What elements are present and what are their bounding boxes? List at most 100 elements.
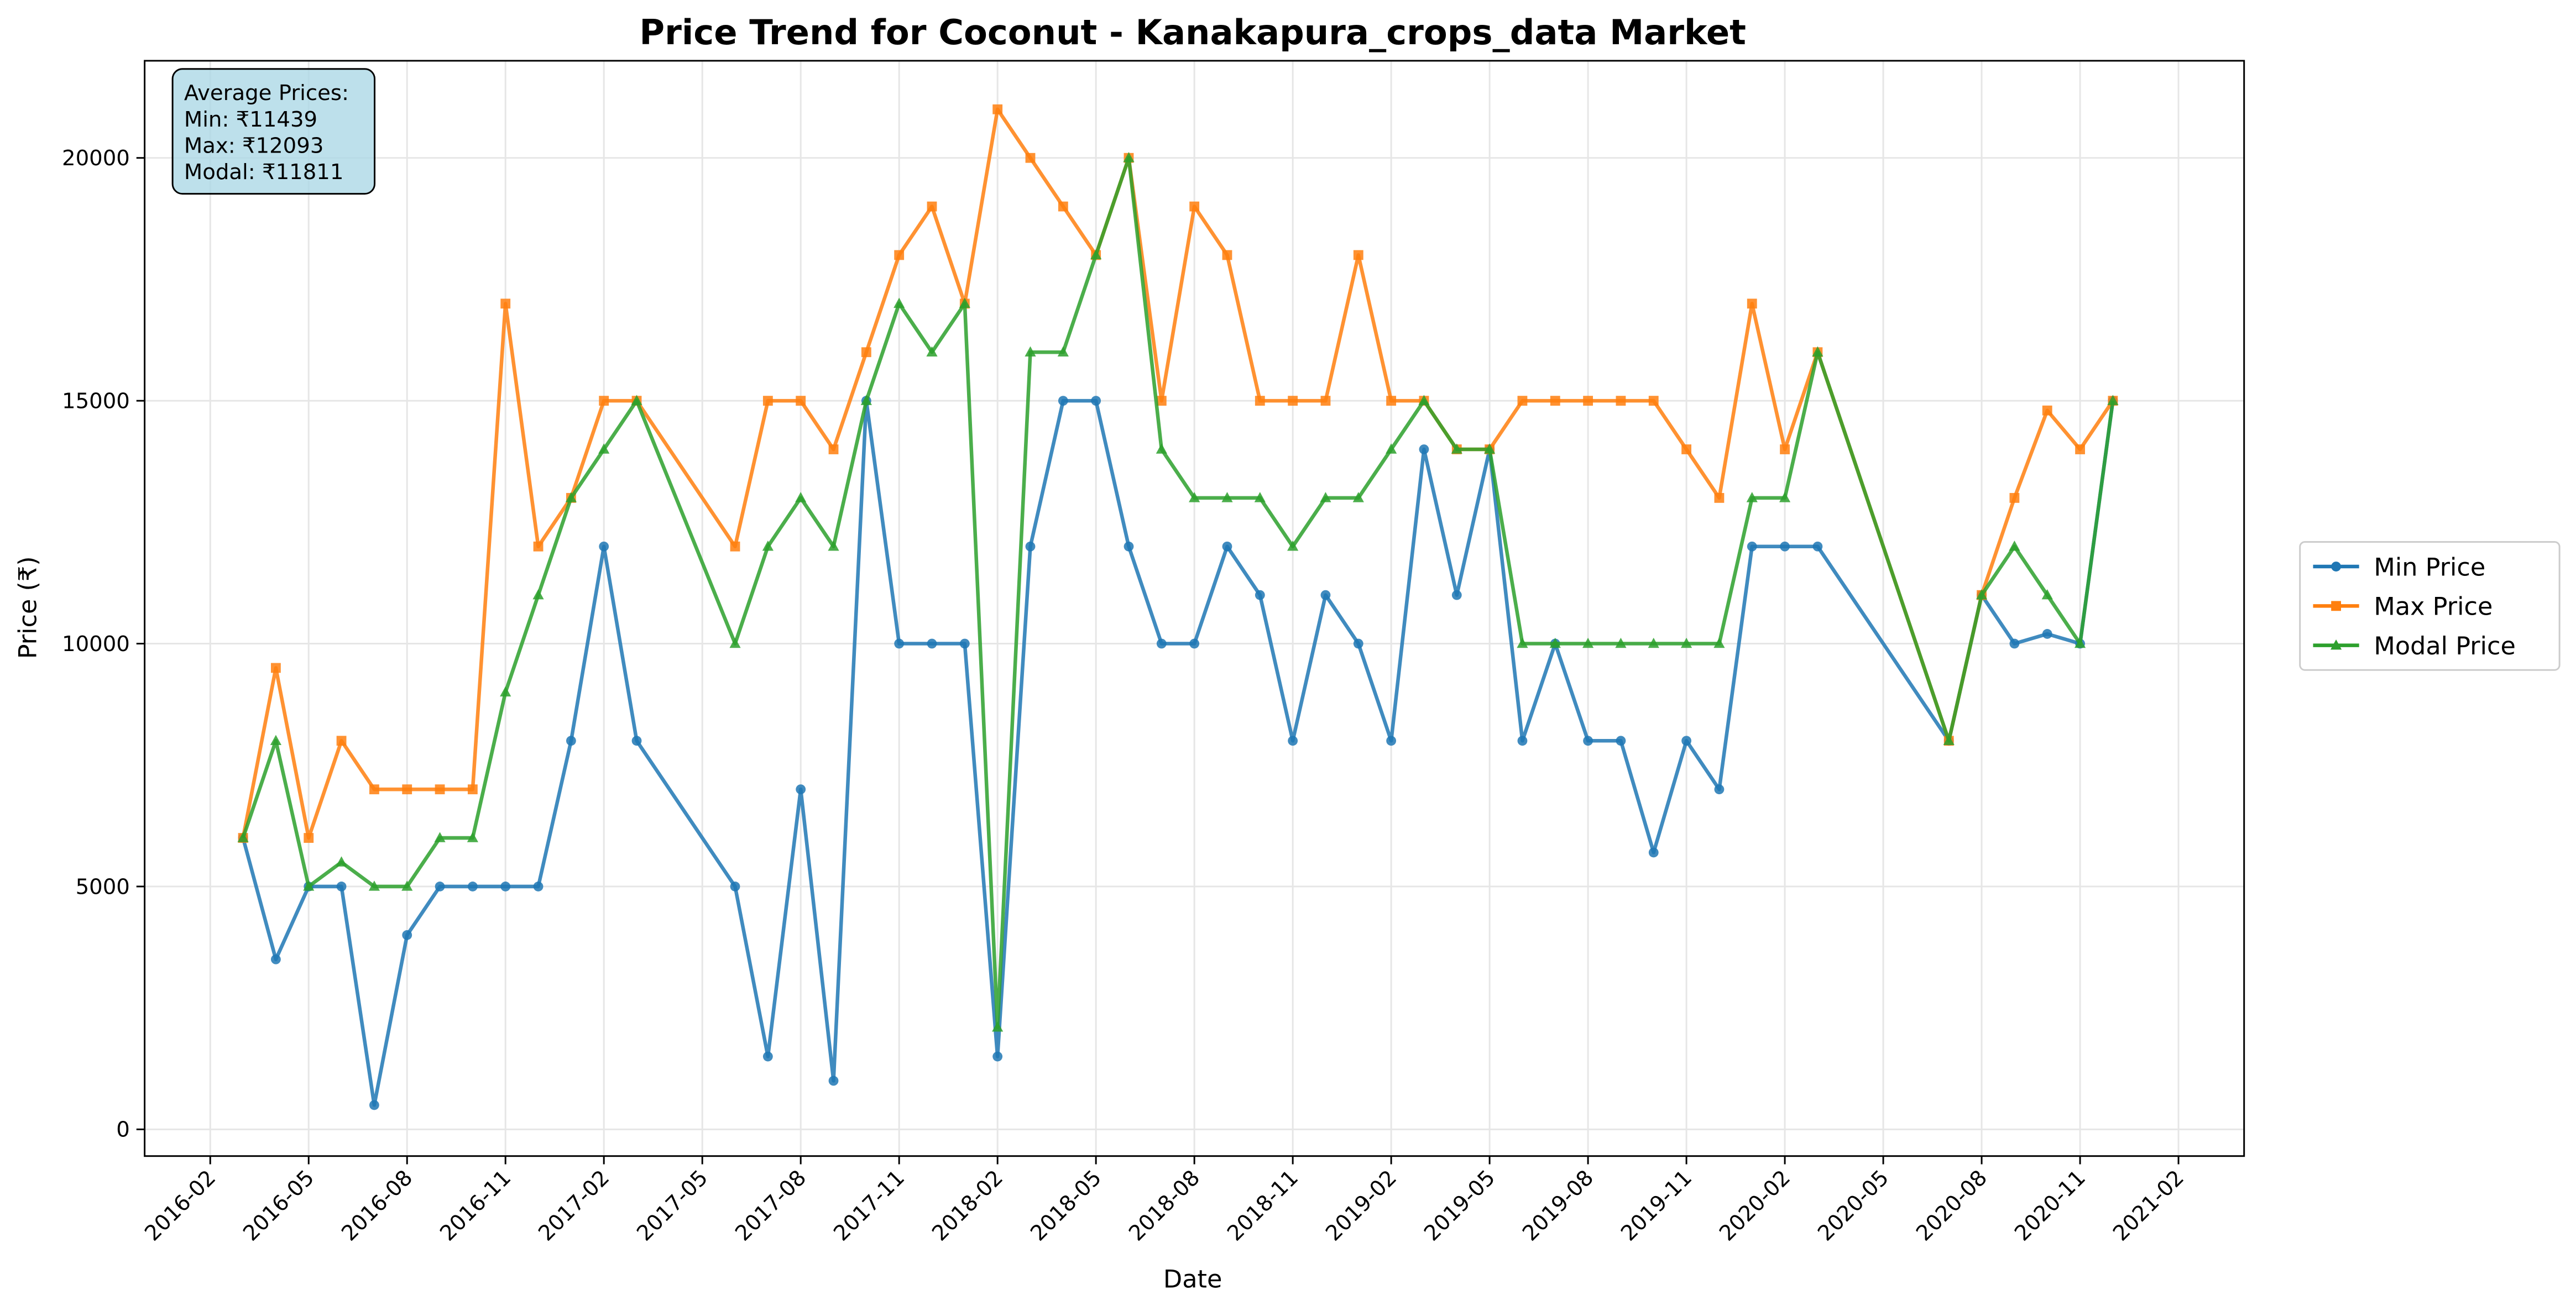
marker bbox=[1189, 201, 1200, 212]
marker bbox=[1386, 736, 1397, 746]
annotation-text: Average Prices: bbox=[184, 81, 349, 106]
marker bbox=[500, 686, 511, 697]
marker bbox=[730, 541, 740, 552]
marker bbox=[1254, 492, 1266, 502]
plot-frame bbox=[144, 60, 2245, 1157]
marker bbox=[2009, 541, 2020, 551]
marker bbox=[467, 832, 478, 842]
marker bbox=[1714, 784, 1725, 795]
marker bbox=[730, 882, 740, 892]
annotation-text: Max: ₹12093 bbox=[184, 133, 323, 158]
marker bbox=[1812, 346, 1823, 356]
marker bbox=[1057, 346, 1069, 356]
marker bbox=[336, 736, 347, 746]
marker bbox=[1779, 492, 1791, 502]
marker bbox=[565, 492, 577, 502]
marker bbox=[1353, 250, 1363, 260]
marker bbox=[796, 396, 806, 406]
marker bbox=[1386, 443, 1397, 454]
marker bbox=[1615, 637, 1627, 648]
marker bbox=[828, 541, 839, 551]
marker bbox=[500, 882, 511, 892]
marker bbox=[402, 784, 412, 795]
marker bbox=[2042, 405, 2052, 416]
marker bbox=[270, 735, 282, 746]
marker bbox=[992, 104, 1003, 114]
marker bbox=[1451, 590, 1462, 600]
marker bbox=[1222, 250, 1232, 260]
marker bbox=[762, 396, 773, 406]
marker bbox=[1582, 637, 1594, 648]
marker bbox=[1616, 736, 1626, 746]
legend-label: Min Price bbox=[2374, 553, 2485, 581]
marker bbox=[1320, 492, 1331, 502]
marker bbox=[1320, 396, 1331, 406]
marker bbox=[1943, 735, 1955, 746]
marker bbox=[893, 297, 905, 308]
marker bbox=[861, 347, 871, 358]
marker bbox=[1517, 637, 1528, 648]
marker bbox=[1648, 637, 1659, 648]
marker bbox=[1484, 443, 1496, 454]
marker bbox=[1156, 638, 1167, 649]
marker bbox=[500, 298, 511, 309]
marker bbox=[2041, 589, 2053, 600]
marker bbox=[1780, 541, 1790, 552]
marker bbox=[303, 880, 315, 891]
marker bbox=[1746, 492, 1758, 502]
marker bbox=[1353, 638, 1363, 649]
marker bbox=[2075, 444, 2085, 454]
marker bbox=[1418, 395, 1430, 405]
marker bbox=[926, 346, 938, 356]
marker bbox=[402, 930, 412, 940]
marker bbox=[1648, 847, 1659, 858]
marker bbox=[631, 395, 642, 405]
y-tick-label: 0 bbox=[116, 1118, 130, 1142]
marker bbox=[927, 201, 937, 212]
marker bbox=[1812, 541, 1823, 552]
marker bbox=[959, 297, 970, 308]
marker bbox=[1681, 444, 1692, 454]
marker bbox=[2009, 492, 2020, 503]
marker bbox=[270, 954, 281, 964]
marker bbox=[467, 784, 478, 795]
marker bbox=[336, 882, 347, 892]
marker bbox=[566, 736, 576, 746]
marker bbox=[1747, 298, 1757, 309]
marker bbox=[1058, 201, 1068, 212]
marker bbox=[1320, 590, 1331, 600]
y-tick-label: 15000 bbox=[62, 389, 130, 413]
marker bbox=[1222, 541, 1232, 552]
marker bbox=[1616, 396, 1626, 406]
marker bbox=[631, 736, 642, 746]
marker bbox=[1517, 396, 1528, 406]
marker bbox=[1090, 249, 1102, 260]
x-axis-label: Date bbox=[1163, 1265, 1222, 1293]
annotation-text: Modal: ₹11811 bbox=[184, 160, 343, 185]
marker bbox=[401, 880, 413, 891]
marker bbox=[1680, 637, 1692, 648]
marker bbox=[1124, 541, 1134, 552]
marker bbox=[1025, 346, 1036, 356]
marker bbox=[762, 541, 774, 551]
marker bbox=[2107, 395, 2119, 405]
y-tick-label: 20000 bbox=[62, 146, 130, 171]
y-axis-label: Price (₹) bbox=[13, 556, 42, 659]
marker bbox=[598, 443, 610, 454]
legend-box bbox=[2299, 541, 2561, 671]
marker bbox=[992, 1021, 1004, 1032]
legend-label: Max Price bbox=[2374, 592, 2493, 621]
marker bbox=[1352, 492, 1364, 502]
marker bbox=[1681, 736, 1692, 746]
marker bbox=[2042, 629, 2052, 639]
marker bbox=[1583, 396, 1593, 406]
marker bbox=[435, 784, 445, 795]
marker bbox=[1025, 153, 1036, 163]
marker bbox=[1287, 541, 1299, 551]
annotation-text: Min: ₹11439 bbox=[184, 107, 317, 132]
marker bbox=[1288, 736, 1298, 746]
marker bbox=[1386, 396, 1397, 406]
legend-label: Modal Price bbox=[2374, 632, 2515, 660]
marker bbox=[1550, 396, 1560, 406]
marker bbox=[237, 832, 249, 842]
